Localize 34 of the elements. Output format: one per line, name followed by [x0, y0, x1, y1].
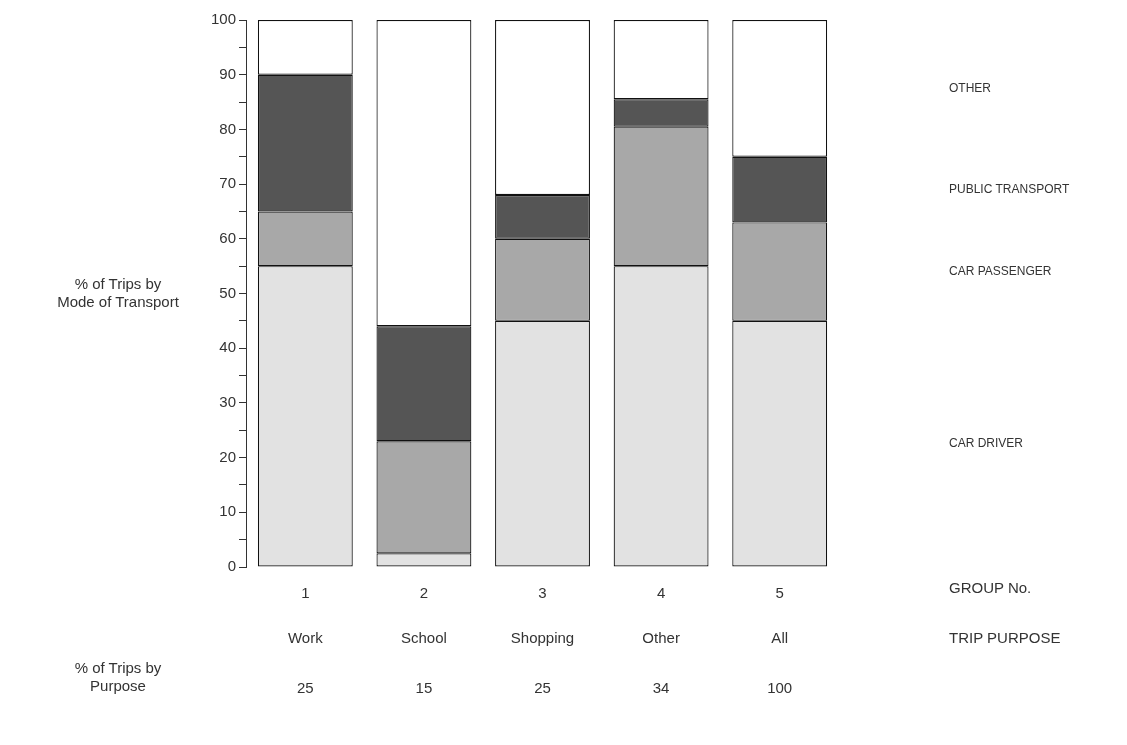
text: PUBLIC TRANSPORT — [949, 181, 1070, 196]
y-tick-label: 90 — [219, 64, 237, 82]
y-tick-label: 0 — [227, 557, 237, 575]
y-tick-label: 70 — [219, 174, 237, 192]
text: Other — [642, 629, 680, 647]
text: Work — [287, 629, 324, 647]
text: All — [771, 629, 789, 647]
text: CAR DRIVER — [949, 436, 1024, 451]
y-tick-label: 30 — [219, 393, 237, 411]
text: 25 — [296, 679, 314, 697]
text: 25 — [534, 679, 551, 697]
text: CAR PASSENGER — [949, 263, 1052, 278]
x-tick-label: 1 — [301, 584, 310, 602]
y-tick-label: 20 — [219, 447, 237, 465]
y-tick-label: 10 — [219, 502, 237, 520]
x-tick-label: 4 — [656, 584, 666, 602]
text: Shopping — [510, 629, 575, 647]
y-tick-label: 40 — [219, 338, 237, 356]
text: School — [400, 629, 447, 647]
text: 100 — [767, 679, 793, 697]
y-tick-label: 60 — [219, 228, 237, 246]
text: TRIP PURPOSE — [949, 629, 1061, 647]
x-tick-label: 3 — [538, 584, 547, 602]
text: GROUP No. — [949, 579, 1032, 597]
text: % of Trips by Purpose — [74, 659, 162, 695]
y-axis-title: % of Trips by Mode of Transport — [57, 274, 180, 310]
text: 34 — [652, 679, 670, 697]
y-tick-label: 80 — [219, 119, 237, 137]
text: OTHER — [949, 80, 992, 95]
x-tick-label: 5 — [775, 584, 784, 602]
y-tick-label: 50 — [219, 283, 237, 301]
x-tick-label: 2 — [419, 584, 429, 602]
text: 15 — [415, 679, 433, 697]
y-tick-label: 100 — [211, 10, 237, 28]
